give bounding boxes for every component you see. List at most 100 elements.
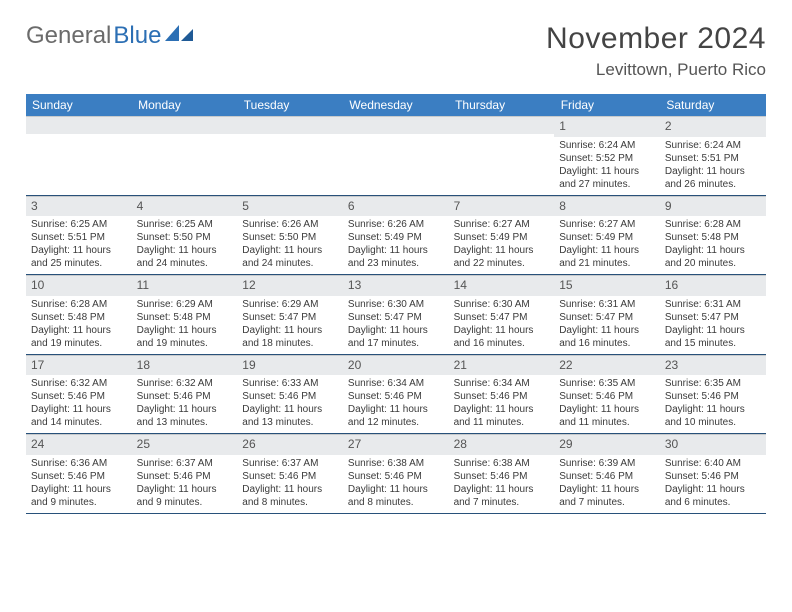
- day-content: Sunrise: 6:33 AMSunset: 5:46 PMDaylight:…: [237, 375, 343, 433]
- day-number: 30: [660, 434, 766, 455]
- calendar-day: 20Sunrise: 6:34 AMSunset: 5:46 PMDayligh…: [343, 354, 449, 434]
- daylight-line: Daylight: 11 hours and 12 minutes.: [348, 403, 444, 429]
- sunset-line: Sunset: 5:46 PM: [665, 390, 761, 403]
- sunset-line: Sunset: 5:50 PM: [242, 231, 338, 244]
- day-content: Sunrise: 6:31 AMSunset: 5:47 PMDaylight:…: [660, 296, 766, 354]
- sunset-line: Sunset: 5:51 PM: [31, 231, 127, 244]
- daylight-line: Daylight: 11 hours and 21 minutes.: [559, 244, 655, 270]
- sunset-line: Sunset: 5:46 PM: [559, 470, 655, 483]
- day-content: Sunrise: 6:37 AMSunset: 5:46 PMDaylight:…: [132, 455, 238, 513]
- day-content: Sunrise: 6:27 AMSunset: 5:49 PMDaylight:…: [554, 216, 660, 274]
- day-content: Sunrise: 6:37 AMSunset: 5:46 PMDaylight:…: [237, 455, 343, 513]
- day-number: 16: [660, 275, 766, 296]
- daylight-line: Daylight: 11 hours and 24 minutes.: [242, 244, 338, 270]
- sunset-line: Sunset: 5:47 PM: [348, 311, 444, 324]
- weekday-header: Sunday: [26, 94, 132, 116]
- sunset-line: Sunset: 5:49 PM: [559, 231, 655, 244]
- calendar-day: 12Sunrise: 6:29 AMSunset: 5:47 PMDayligh…: [237, 275, 343, 355]
- sunrise-line: Sunrise: 6:25 AM: [137, 218, 233, 231]
- calendar-day: 7Sunrise: 6:27 AMSunset: 5:49 PMDaylight…: [449, 195, 555, 275]
- sunset-line: Sunset: 5:47 PM: [454, 311, 550, 324]
- sunrise-line: Sunrise: 6:36 AM: [31, 457, 127, 470]
- sunset-line: Sunset: 5:46 PM: [137, 390, 233, 403]
- daylight-line: Daylight: 11 hours and 16 minutes.: [559, 324, 655, 350]
- daylight-line: Daylight: 11 hours and 9 minutes.: [31, 483, 127, 509]
- brand-blue: Blue: [113, 22, 161, 50]
- weekday-header: Monday: [132, 94, 238, 116]
- calendar-day: 10Sunrise: 6:28 AMSunset: 5:48 PMDayligh…: [26, 275, 132, 355]
- calendar-day: [26, 116, 132, 195]
- day-content: Sunrise: 6:36 AMSunset: 5:46 PMDaylight:…: [26, 455, 132, 513]
- sunrise-line: Sunrise: 6:24 AM: [559, 139, 655, 152]
- sunrise-line: Sunrise: 6:26 AM: [242, 218, 338, 231]
- sunset-line: Sunset: 5:46 PM: [559, 390, 655, 403]
- sunset-line: Sunset: 5:46 PM: [348, 390, 444, 403]
- day-number: 3: [26, 196, 132, 217]
- calendar-week: 24Sunrise: 6:36 AMSunset: 5:46 PMDayligh…: [26, 434, 766, 514]
- day-content: Sunrise: 6:38 AMSunset: 5:46 PMDaylight:…: [449, 455, 555, 513]
- sunrise-line: Sunrise: 6:34 AM: [454, 377, 550, 390]
- sunrise-line: Sunrise: 6:30 AM: [454, 298, 550, 311]
- daylight-line: Daylight: 11 hours and 25 minutes.: [31, 244, 127, 270]
- daylight-line: Daylight: 11 hours and 10 minutes.: [665, 403, 761, 429]
- day-number: 22: [554, 355, 660, 376]
- calendar-day: 19Sunrise: 6:33 AMSunset: 5:46 PMDayligh…: [237, 354, 343, 434]
- daylight-line: Daylight: 11 hours and 16 minutes.: [454, 324, 550, 350]
- daylight-line: Daylight: 11 hours and 19 minutes.: [31, 324, 127, 350]
- sunset-line: Sunset: 5:46 PM: [454, 470, 550, 483]
- calendar-day: 14Sunrise: 6:30 AMSunset: 5:47 PMDayligh…: [449, 275, 555, 355]
- calendar-day: 16Sunrise: 6:31 AMSunset: 5:47 PMDayligh…: [660, 275, 766, 355]
- sunrise-line: Sunrise: 6:25 AM: [31, 218, 127, 231]
- sunset-line: Sunset: 5:48 PM: [31, 311, 127, 324]
- sunrise-line: Sunrise: 6:37 AM: [242, 457, 338, 470]
- sunset-line: Sunset: 5:51 PM: [665, 152, 761, 165]
- sunrise-line: Sunrise: 6:38 AM: [348, 457, 444, 470]
- day-content: Sunrise: 6:40 AMSunset: 5:46 PMDaylight:…: [660, 455, 766, 513]
- sunset-line: Sunset: 5:52 PM: [559, 152, 655, 165]
- day-content: Sunrise: 6:30 AMSunset: 5:47 PMDaylight:…: [449, 296, 555, 354]
- sunset-line: Sunset: 5:49 PM: [454, 231, 550, 244]
- day-number: 29: [554, 434, 660, 455]
- sunrise-line: Sunrise: 6:29 AM: [137, 298, 233, 311]
- calendar-day: 21Sunrise: 6:34 AMSunset: 5:46 PMDayligh…: [449, 354, 555, 434]
- day-number: 10: [26, 275, 132, 296]
- day-number: 21: [449, 355, 555, 376]
- calendar-day: 15Sunrise: 6:31 AMSunset: 5:47 PMDayligh…: [554, 275, 660, 355]
- sunrise-line: Sunrise: 6:29 AM: [242, 298, 338, 311]
- calendar-day: 13Sunrise: 6:30 AMSunset: 5:47 PMDayligh…: [343, 275, 449, 355]
- day-number: 8: [554, 196, 660, 217]
- title-block: November 2024 Levittown, Puerto Rico: [546, 22, 766, 80]
- month-title: November 2024: [546, 22, 766, 56]
- sunset-line: Sunset: 5:47 PM: [242, 311, 338, 324]
- day-number: 2: [660, 116, 766, 137]
- day-content: Sunrise: 6:35 AMSunset: 5:46 PMDaylight:…: [660, 375, 766, 433]
- weekday-header: Saturday: [660, 94, 766, 116]
- day-content: Sunrise: 6:29 AMSunset: 5:48 PMDaylight:…: [132, 296, 238, 354]
- day-content: Sunrise: 6:35 AMSunset: 5:46 PMDaylight:…: [554, 375, 660, 433]
- calendar-day: 1Sunrise: 6:24 AMSunset: 5:52 PMDaylight…: [554, 116, 660, 195]
- sunrise-line: Sunrise: 6:31 AM: [559, 298, 655, 311]
- day-content: Sunrise: 6:34 AMSunset: 5:46 PMDaylight:…: [343, 375, 449, 433]
- day-content: Sunrise: 6:30 AMSunset: 5:47 PMDaylight:…: [343, 296, 449, 354]
- calendar-day: 9Sunrise: 6:28 AMSunset: 5:48 PMDaylight…: [660, 195, 766, 275]
- sunrise-line: Sunrise: 6:27 AM: [559, 218, 655, 231]
- day-number: 14: [449, 275, 555, 296]
- day-number: 6: [343, 196, 449, 217]
- calendar-week: 10Sunrise: 6:28 AMSunset: 5:48 PMDayligh…: [26, 275, 766, 355]
- calendar-day: [343, 116, 449, 195]
- sunrise-line: Sunrise: 6:34 AM: [348, 377, 444, 390]
- sunrise-line: Sunrise: 6:33 AM: [242, 377, 338, 390]
- weekday-header: Tuesday: [237, 94, 343, 116]
- day-number: 18: [132, 355, 238, 376]
- day-number: 9: [660, 196, 766, 217]
- brand-logo: GeneralBlue: [26, 22, 195, 50]
- day-number: 19: [237, 355, 343, 376]
- calendar-day: 5Sunrise: 6:26 AMSunset: 5:50 PMDaylight…: [237, 195, 343, 275]
- sunrise-line: Sunrise: 6:31 AM: [665, 298, 761, 311]
- sunrise-line: Sunrise: 6:26 AM: [348, 218, 444, 231]
- calendar-day: 18Sunrise: 6:32 AMSunset: 5:46 PMDayligh…: [132, 354, 238, 434]
- sunset-line: Sunset: 5:46 PM: [31, 390, 127, 403]
- calendar-day: 28Sunrise: 6:38 AMSunset: 5:46 PMDayligh…: [449, 434, 555, 514]
- sunset-line: Sunset: 5:49 PM: [348, 231, 444, 244]
- calendar-day: [132, 116, 238, 195]
